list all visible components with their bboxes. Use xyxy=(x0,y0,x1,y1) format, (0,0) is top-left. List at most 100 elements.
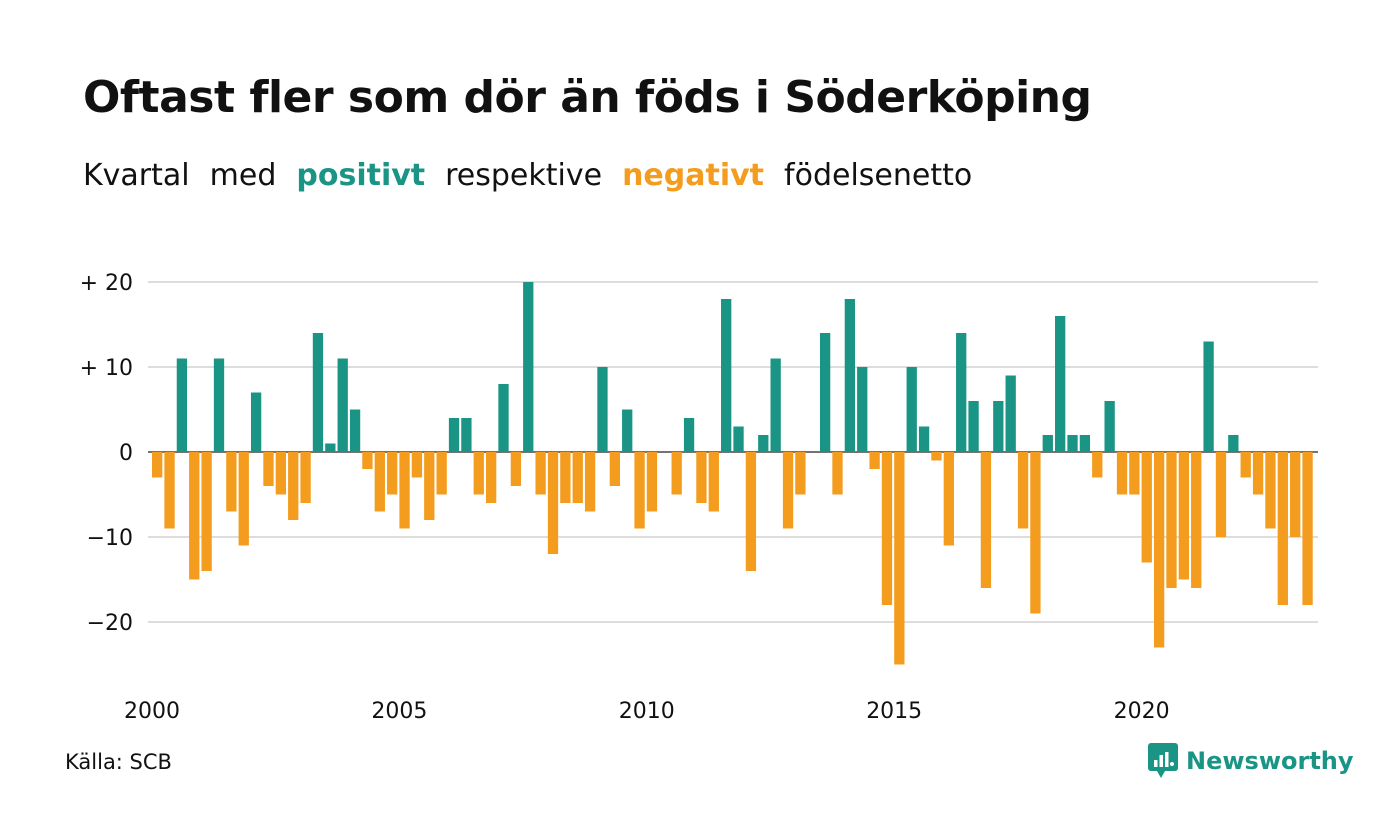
bar xyxy=(362,452,373,469)
bar xyxy=(1215,452,1227,537)
bar xyxy=(906,367,917,452)
y-axis-labels: + 20 + 10 0 −10 −20 xyxy=(80,271,133,636)
bar-chart: + 20 + 10 0 −10 −20 2000 2005 2010 2015 2020 xyxy=(80,271,1318,724)
bar xyxy=(337,358,348,452)
bar xyxy=(263,452,274,486)
bar xyxy=(597,367,608,452)
bar xyxy=(164,452,175,529)
bar xyxy=(832,452,843,495)
bar xyxy=(1240,452,1251,478)
bar xyxy=(176,358,188,452)
bar xyxy=(683,418,695,452)
bar xyxy=(226,452,237,512)
bar xyxy=(1129,452,1140,495)
bar xyxy=(1178,452,1190,580)
x-tick-label: 2020 xyxy=(1114,699,1170,724)
bar xyxy=(238,452,249,546)
bar xyxy=(300,452,311,503)
subtitle-word-respektive: respektive xyxy=(445,158,603,193)
bar xyxy=(857,367,868,452)
subtitle-positive-word: positivt xyxy=(296,158,426,193)
bar xyxy=(918,426,930,452)
bar xyxy=(745,452,757,571)
bar xyxy=(584,452,596,512)
bar xyxy=(485,452,497,503)
bar-series xyxy=(152,282,1313,665)
y-tick-label: −10 xyxy=(87,526,133,551)
bar xyxy=(572,452,583,503)
newsworthy-chart-bubble-icon xyxy=(1148,743,1178,778)
bar xyxy=(510,452,522,486)
chart-subtitle: Kvartal med positivt respektive negativt föde… xyxy=(83,158,992,193)
bar xyxy=(1153,452,1165,648)
bar xyxy=(436,452,447,495)
bar xyxy=(1166,452,1177,588)
bar xyxy=(1265,452,1276,529)
bar xyxy=(721,299,732,452)
y-tick-label: + 10 xyxy=(80,356,133,381)
bar xyxy=(1116,452,1128,495)
bar xyxy=(424,452,435,520)
bar xyxy=(461,418,472,452)
bar xyxy=(1104,401,1115,452)
x-axis-labels: 2000 2005 2010 2015 2020 xyxy=(124,699,1170,724)
y-tick-label: + 20 xyxy=(80,271,133,296)
bar xyxy=(782,452,794,529)
bar xyxy=(250,392,262,452)
bar xyxy=(448,418,460,452)
bar xyxy=(288,452,299,520)
subtitle-word-med: med xyxy=(209,158,277,193)
newsworthy-logo: Newsworthy xyxy=(1148,743,1354,779)
subtitle-word-fodelsenetto: födelsenetto xyxy=(784,158,973,193)
bar xyxy=(943,452,954,546)
bar xyxy=(1079,435,1091,452)
bar xyxy=(387,452,398,495)
bar xyxy=(498,384,509,452)
x-tick-label: 2000 xyxy=(124,699,180,724)
bar xyxy=(634,452,645,529)
bar xyxy=(560,452,571,503)
bar xyxy=(523,282,534,452)
bar xyxy=(473,452,484,495)
bar xyxy=(547,452,559,554)
bar xyxy=(411,452,423,478)
bar xyxy=(844,299,856,452)
bar xyxy=(733,426,744,452)
bar xyxy=(275,452,286,495)
bar xyxy=(956,333,967,452)
bar xyxy=(213,358,225,452)
bar xyxy=(968,401,979,452)
bar xyxy=(993,401,1004,452)
bar xyxy=(399,452,410,529)
x-tick-label: 2005 xyxy=(371,699,427,724)
bar xyxy=(1252,452,1264,495)
source-note: Källa: SCB xyxy=(65,750,172,774)
bar xyxy=(869,452,880,469)
bar xyxy=(671,452,682,495)
bar xyxy=(609,452,620,486)
bar xyxy=(1277,452,1288,605)
x-tick-label: 2010 xyxy=(619,699,675,724)
bar xyxy=(770,358,781,452)
subtitle-negative-word: negativt xyxy=(622,158,765,193)
bar xyxy=(758,435,769,452)
logo-text: Newsworthy xyxy=(1186,747,1354,775)
bar xyxy=(535,452,546,495)
bar xyxy=(1141,452,1152,563)
bar xyxy=(1030,452,1041,614)
bar xyxy=(312,333,324,452)
bar xyxy=(325,443,336,452)
bar xyxy=(1067,435,1078,452)
bar xyxy=(374,452,385,512)
bar xyxy=(819,333,831,452)
bar xyxy=(795,452,806,495)
bar xyxy=(1203,341,1214,452)
bar xyxy=(980,452,992,588)
bar xyxy=(1055,316,1066,452)
bar xyxy=(622,409,633,452)
y-tick-label: 0 xyxy=(119,441,133,466)
bar xyxy=(696,452,707,503)
bar xyxy=(1092,452,1103,478)
bar xyxy=(708,452,719,512)
bar xyxy=(152,452,163,478)
